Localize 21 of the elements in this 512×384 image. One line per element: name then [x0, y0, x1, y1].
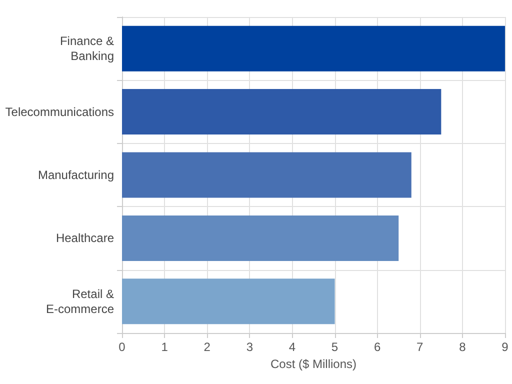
x-axis-title: Cost ($ Millions)	[270, 356, 357, 371]
bar	[122, 89, 442, 135]
x-tick-label: 8	[459, 340, 466, 354]
x-tick-label: 1	[161, 340, 168, 354]
x-tick-label: 6	[374, 340, 381, 354]
bar	[122, 26, 505, 72]
bar	[122, 215, 399, 261]
x-tick-label: 7	[416, 340, 424, 354]
y-tick-label: Telecommunications	[5, 104, 114, 119]
bar	[122, 278, 335, 324]
x-tick-label: 2	[204, 340, 211, 354]
y-tick-label: Finance & Banking	[60, 34, 114, 64]
x-tick-label: 0	[118, 340, 126, 354]
y-tick-label: Retail & E-commerce	[46, 286, 114, 316]
x-tick-label: 9	[502, 340, 509, 354]
y-tick-label: Manufacturing	[38, 168, 114, 182]
x-tick-label: 4	[288, 340, 296, 354]
bar	[122, 152, 412, 198]
x-tick-label: 3	[246, 340, 254, 354]
x-tick-label: 5	[331, 340, 338, 354]
y-tick-label: Healthcare	[56, 231, 114, 246]
